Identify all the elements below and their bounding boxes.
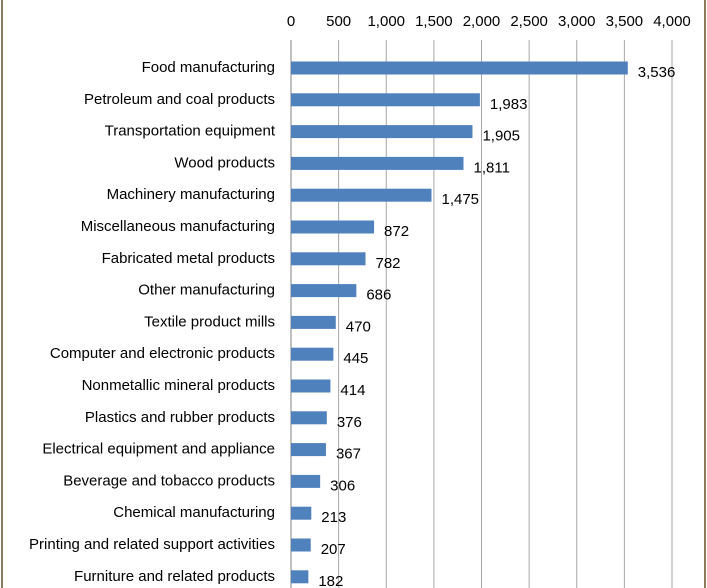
x-tick-label: 500	[326, 13, 351, 30]
data-label: 3,536	[638, 64, 676, 81]
data-label: 376	[337, 414, 362, 431]
bar	[291, 411, 327, 425]
category-label: Machinery manufacturing	[107, 186, 275, 203]
x-tick-label: 4,000	[653, 13, 691, 30]
bar	[291, 379, 331, 393]
data-label: 1,475	[441, 191, 479, 208]
bar	[291, 538, 311, 552]
x-tick-label: 0	[287, 13, 295, 30]
category-label: Miscellaneous manufacturing	[81, 218, 275, 235]
category-label: Electrical equipment and appliance	[42, 441, 275, 458]
category-label: Fabricated metal products	[102, 250, 275, 267]
category-label: Plastics and rubber products	[85, 409, 275, 426]
bar	[291, 156, 464, 170]
bar	[291, 220, 375, 234]
bar	[291, 252, 366, 266]
data-label: 872	[384, 223, 409, 240]
data-label: 782	[375, 255, 400, 272]
data-label: 306	[330, 477, 355, 494]
data-label: 213	[321, 509, 346, 526]
data-label: 1,811	[473, 159, 509, 176]
bar	[291, 188, 432, 202]
category-label: Other manufacturing	[138, 282, 275, 299]
data-label: 207	[321, 541, 346, 558]
bar	[291, 506, 312, 520]
category-label: Beverage and tobacco products	[63, 472, 275, 489]
category-label: Textile product mills	[144, 313, 275, 330]
x-tick-label: 2,000	[463, 13, 501, 30]
x-tick-label: 1,000	[367, 13, 405, 30]
data-label: 445	[343, 350, 368, 367]
bar	[291, 93, 480, 107]
category-label: Printing and related support activities	[29, 536, 275, 553]
bar	[291, 347, 334, 361]
x-tick-label: 2,500	[510, 13, 548, 30]
bar	[291, 315, 336, 329]
x-tick-label: 3,000	[558, 13, 596, 30]
category-label: Transportation equipment	[105, 123, 276, 140]
data-label: 1,905	[482, 128, 520, 145]
x-tick-label: 1,500	[415, 13, 453, 30]
category-label: Wood products	[174, 154, 275, 171]
bar	[291, 61, 628, 75]
bar	[291, 284, 357, 298]
bar	[291, 443, 326, 457]
x-tick-label: 3,500	[606, 13, 644, 30]
bar	[291, 474, 321, 488]
category-label: Nonmetallic mineral products	[82, 377, 275, 394]
category-label: Chemical manufacturing	[113, 504, 275, 521]
data-label: 182	[318, 573, 343, 588]
category-label: Food manufacturing	[142, 59, 275, 76]
data-label: 367	[336, 446, 361, 463]
bar	[291, 570, 309, 584]
bar	[291, 125, 473, 139]
data-label: 686	[366, 287, 391, 304]
data-label: 1,983	[490, 96, 528, 113]
category-label: Petroleum and coal products	[84, 91, 275, 108]
data-label: 470	[346, 318, 371, 335]
data-label: 414	[340, 382, 365, 399]
category-label: Furniture and related products	[74, 568, 275, 585]
category-label: Computer and electronic products	[50, 345, 275, 362]
